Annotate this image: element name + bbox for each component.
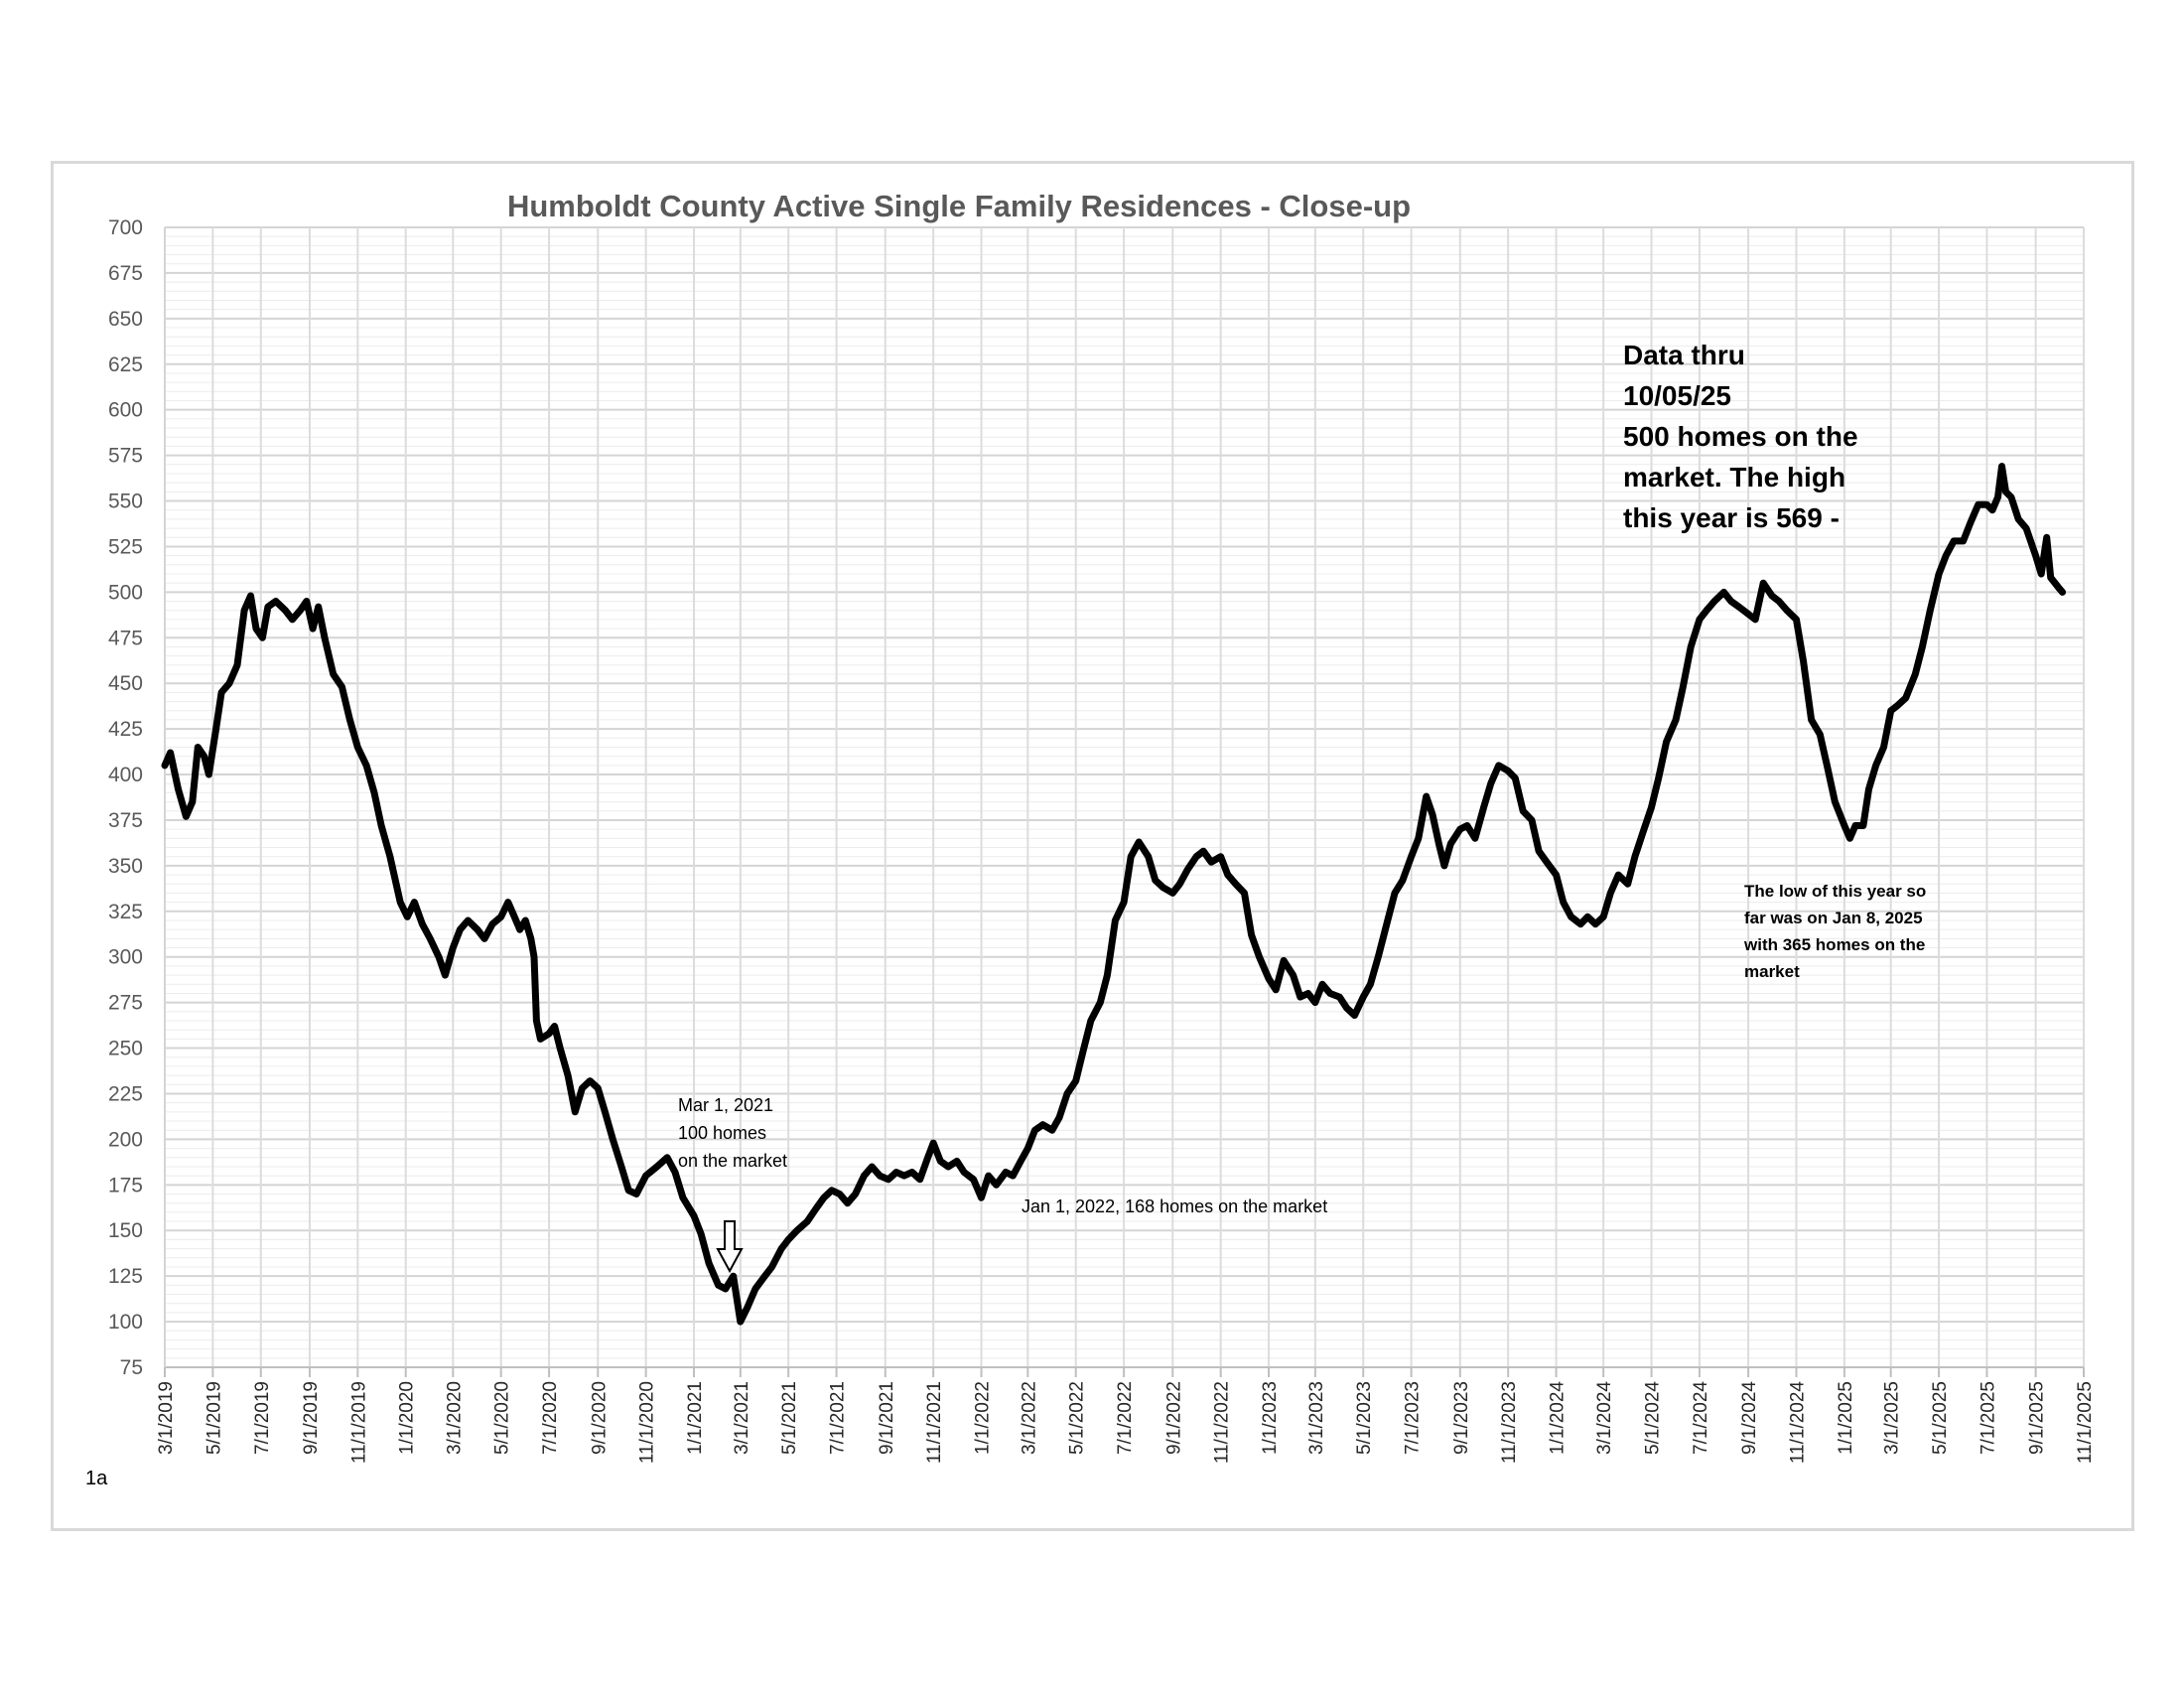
y-tick-label: 375 bbox=[108, 809, 143, 832]
arrow-down-icon bbox=[716, 1220, 744, 1274]
x-tick-label: 11/1/2021 bbox=[924, 1381, 945, 1464]
annotation-line: Mar 1, 2021 bbox=[678, 1095, 773, 1115]
x-tick-label: 11/1/2022 bbox=[1212, 1381, 1233, 1464]
x-tick-label: 5/1/2020 bbox=[492, 1381, 513, 1455]
x-tick-label: 11/1/2023 bbox=[1499, 1381, 1520, 1464]
chart-frame bbox=[51, 161, 2134, 1531]
y-tick-label: 600 bbox=[108, 399, 143, 422]
annotation-line: far was on Jan 8, 2025 bbox=[1744, 909, 1923, 927]
y-tick-label: 325 bbox=[108, 901, 143, 923]
y-tick-label: 200 bbox=[108, 1128, 143, 1151]
x-tick-label: 9/1/2024 bbox=[1739, 1381, 1760, 1455]
x-tick-label: 5/1/2025 bbox=[1930, 1381, 1951, 1455]
x-tick-label: 5/1/2022 bbox=[1067, 1381, 1088, 1455]
y-tick-label: 525 bbox=[108, 535, 143, 558]
y-tick-label: 300 bbox=[108, 946, 143, 969]
y-tick-label: 125 bbox=[108, 1265, 143, 1288]
y-tick-label: 450 bbox=[108, 672, 143, 695]
annotation-line: market bbox=[1744, 962, 1800, 981]
x-tick-label: 7/1/2020 bbox=[540, 1381, 561, 1455]
y-tick-label: 625 bbox=[108, 353, 143, 376]
x-tick-label: 3/1/2024 bbox=[1594, 1381, 1615, 1455]
x-tick-label: 1/1/2024 bbox=[1548, 1381, 1569, 1455]
y-tick-label: 550 bbox=[108, 491, 143, 513]
annotation-line: on the market bbox=[678, 1151, 787, 1171]
x-tick-label: 1/1/2021 bbox=[685, 1381, 706, 1455]
y-tick-label: 150 bbox=[108, 1219, 143, 1242]
y-tick-label: 75 bbox=[120, 1356, 143, 1379]
x-tick-label: 9/1/2021 bbox=[877, 1381, 897, 1455]
vertical-gridlines bbox=[164, 227, 2085, 1377]
x-tick-label: 1/1/2025 bbox=[1836, 1381, 1856, 1455]
annotation-line: 10/05/25 bbox=[1623, 380, 1731, 411]
y-tick-label: 275 bbox=[108, 992, 143, 1015]
x-tick-label: 1/1/2020 bbox=[397, 1381, 418, 1455]
x-tick-label: 3/1/2020 bbox=[444, 1381, 465, 1455]
y-tick-label: 250 bbox=[108, 1038, 143, 1060]
annotation-line: with 365 homes on the bbox=[1743, 935, 1925, 954]
y-tick-label: 700 bbox=[108, 216, 143, 239]
x-tick-label: 7/1/2021 bbox=[828, 1381, 849, 1455]
y-tick-label: 475 bbox=[108, 627, 143, 649]
x-tick-label: 7/1/2024 bbox=[1691, 1381, 1711, 1455]
x-tick-label: 11/1/2024 bbox=[1787, 1381, 1808, 1465]
x-tick-label: 11/1/2020 bbox=[637, 1381, 658, 1464]
annotation-line: The low of this year so bbox=[1744, 882, 1926, 901]
x-tick-label: 5/1/2019 bbox=[204, 1381, 224, 1455]
y-tick-labels: 75 100 125 150 175 200 225 250 275 300 325 350 375 40… bbox=[108, 216, 143, 1379]
x-tick-label: 7/1/2019 bbox=[252, 1381, 273, 1455]
y-tick-label: 175 bbox=[108, 1174, 143, 1196]
y-tick-label: 425 bbox=[108, 718, 143, 741]
annotation-line: Data thru bbox=[1623, 340, 1745, 370]
y-tick-label: 650 bbox=[108, 308, 143, 331]
annotation-mar-2021: Mar 1, 2021 100 homes on the market bbox=[678, 1095, 787, 1171]
annotation-line: this year is 569 - bbox=[1623, 502, 1840, 533]
axis-lines bbox=[164, 227, 2084, 1368]
page-label: 1a bbox=[85, 1468, 108, 1489]
x-tick-label: 7/1/2022 bbox=[1115, 1381, 1136, 1455]
y-tick-label: 225 bbox=[108, 1082, 143, 1105]
x-tick-label: 9/1/2023 bbox=[1451, 1381, 1472, 1455]
x-tick-label: 5/1/2024 bbox=[1643, 1381, 1664, 1455]
y-tick-label: 500 bbox=[108, 581, 143, 604]
x-tick-label: 7/1/2023 bbox=[1403, 1381, 1424, 1455]
x-tick-label: 3/1/2023 bbox=[1306, 1381, 1327, 1455]
x-tick-label: 1/1/2023 bbox=[1260, 1381, 1281, 1455]
annotation-data-thru: Data thru 10/05/25 500 homes on the mark… bbox=[1623, 340, 1865, 533]
x-tick-label: 3/1/2022 bbox=[1019, 1381, 1039, 1455]
x-tick-label: 9/1/2019 bbox=[301, 1381, 322, 1455]
x-tick-label: 11/1/2025 bbox=[2075, 1381, 2096, 1464]
x-tick-label: 9/1/2022 bbox=[1163, 1381, 1184, 1455]
x-tick-label: 1/1/2022 bbox=[973, 1381, 994, 1455]
annotation-jan-2022: Jan 1, 2022, 168 homes on the market bbox=[1022, 1196, 1327, 1216]
x-tick-label: 3/1/2019 bbox=[156, 1381, 177, 1455]
x-tick-label: 9/1/2020 bbox=[589, 1381, 610, 1455]
annotation-line: 500 homes on the bbox=[1623, 421, 1858, 452]
x-tick-label: 5/1/2023 bbox=[1354, 1381, 1375, 1455]
annotation-line: 100 homes bbox=[678, 1123, 766, 1143]
y-tick-label: 400 bbox=[108, 764, 143, 786]
series-line bbox=[161, 463, 2067, 1326]
x-tick-label: 3/1/2021 bbox=[732, 1381, 752, 1455]
y-tick-label: 100 bbox=[108, 1311, 143, 1334]
x-tick-label: 7/1/2025 bbox=[1978, 1381, 1998, 1455]
x-tick-label: 3/1/2025 bbox=[1882, 1381, 1903, 1455]
annotation-low-2025: The low of this year so far was on Jan 8… bbox=[1743, 882, 1931, 981]
x-tick-label: 11/1/2019 bbox=[348, 1381, 369, 1464]
y-tick-label: 575 bbox=[108, 445, 143, 468]
x-tick-label: 9/1/2025 bbox=[2027, 1381, 2048, 1455]
x-tick-label: 5/1/2021 bbox=[779, 1381, 800, 1455]
annotation-line: market. The high bbox=[1623, 462, 1845, 492]
chart-title: Humboldt County Active Single Family Res… bbox=[507, 189, 1411, 223]
y-tick-label: 675 bbox=[108, 262, 143, 285]
y-tick-label: 350 bbox=[108, 855, 143, 878]
x-tick-labels: 3/1/2019 5/1/2019 7/1/2019 9/1/2019 11/1/201… bbox=[156, 1381, 2096, 1465]
